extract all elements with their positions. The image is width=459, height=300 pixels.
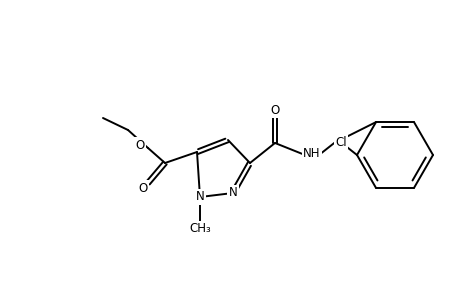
Text: O: O [138,182,147,194]
Text: N: N [228,187,237,200]
Text: NH: NH [302,146,320,160]
Text: CH₃: CH₃ [189,223,210,236]
Text: O: O [270,103,279,116]
Text: Cl: Cl [335,136,346,148]
Text: N: N [195,190,204,203]
Text: O: O [135,139,144,152]
